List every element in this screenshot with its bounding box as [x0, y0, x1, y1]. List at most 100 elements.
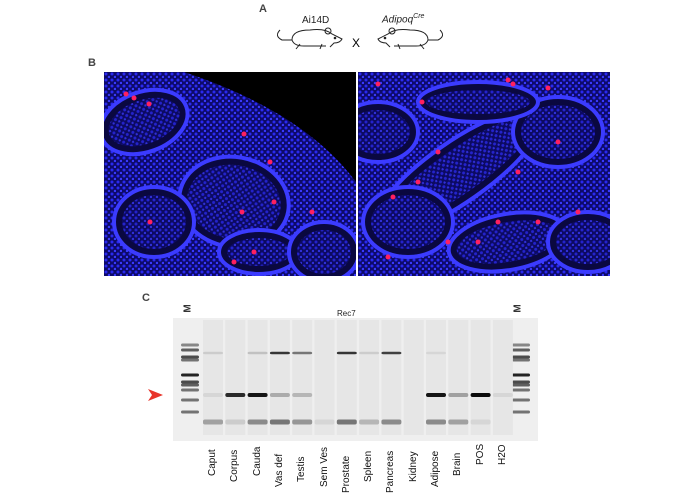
- band-middle: [203, 393, 223, 397]
- mouse-right-icon: [377, 27, 444, 50]
- adipoq-cre-label: AdipoqCre: [382, 13, 424, 25]
- tdtomato-cell: [535, 219, 541, 225]
- ladder-band: [512, 398, 530, 402]
- band-middle: [426, 393, 446, 397]
- tdtomato-cell: [575, 209, 581, 215]
- ladder-band: [181, 383, 199, 387]
- band-middle: [247, 393, 268, 397]
- tdtomato-cell: [147, 219, 153, 225]
- tdtomato-cell: [267, 159, 273, 165]
- band-lower: [336, 419, 357, 425]
- band-upper: [426, 351, 446, 355]
- tubule-lumen-cells: [108, 97, 180, 147]
- tdtomato-cell: [415, 179, 421, 185]
- lane-label: Testis: [296, 456, 308, 482]
- tubule-lumen-cells: [426, 90, 530, 114]
- band-upper: [292, 351, 313, 355]
- lane-label: Kidney: [407, 451, 419, 482]
- band-lower: [247, 419, 268, 425]
- tdtomato-cell: [515, 169, 521, 175]
- tubule-lumen-cells: [187, 164, 281, 240]
- band-middle: [292, 393, 313, 397]
- tubule-lumen-cells: [358, 110, 410, 154]
- lane-brain: [448, 320, 469, 435]
- lane-label: Pancreas: [385, 450, 397, 493]
- panel-c-label: C: [142, 292, 150, 304]
- ladder-band: [181, 373, 199, 377]
- lane-label: Vas def: [273, 454, 285, 488]
- lane-label: Cauda: [251, 446, 263, 476]
- tdtomato-cell: [555, 139, 561, 145]
- band-upper: [203, 351, 223, 355]
- tdtomato-cell: [419, 99, 425, 105]
- ai14d-label: Ai14D: [302, 15, 330, 26]
- mouse-left-icon: [276, 27, 343, 50]
- lane-vas-def: [269, 320, 290, 435]
- panel-a-label: A: [259, 3, 267, 15]
- lane-adipose: [426, 320, 446, 435]
- mouse-cross-diagram: X: [276, 27, 444, 50]
- lane-caput: [203, 320, 223, 435]
- gel-image: [173, 318, 538, 441]
- tdtomato-cell: [385, 254, 391, 260]
- tdtomato-cell: [510, 81, 516, 87]
- lane-spleen: [359, 320, 380, 435]
- band-lower: [203, 419, 223, 425]
- ladder-band: [181, 348, 199, 352]
- ladder-band: [512, 383, 530, 387]
- tdtomato-cell: [475, 239, 481, 245]
- tdtomato-cell: [445, 239, 451, 245]
- lane-label: Prostate: [340, 455, 352, 493]
- lane-label: Adipose: [430, 451, 441, 488]
- cross-symbol: X: [352, 36, 360, 50]
- marker-label-left: M: [182, 304, 194, 313]
- lane-kidney: [403, 320, 424, 435]
- ladder-band: [181, 410, 199, 414]
- ladder-band: [512, 380, 530, 384]
- tdtomato-cell: [505, 77, 511, 83]
- marker-label-right: M: [512, 304, 524, 313]
- ladder-band: [181, 343, 199, 347]
- micrograph-right: [358, 72, 610, 276]
- tdtomato-cell: [271, 199, 277, 205]
- band-lower: [292, 419, 313, 425]
- ladder-band: [181, 398, 199, 402]
- lane-label: Spleen: [363, 450, 375, 482]
- lane-corpus: [225, 320, 246, 435]
- tubule-lumen-cells: [122, 195, 186, 249]
- tdtomato-cell: [123, 91, 129, 97]
- band-lower: [269, 419, 290, 425]
- red-arrowhead-icon: [148, 389, 163, 401]
- ladder-band: [512, 348, 530, 352]
- dark-region: [184, 72, 356, 182]
- tdtomato-cell: [495, 219, 501, 225]
- lane-testis: [292, 320, 313, 435]
- lane-prostate: [336, 320, 357, 435]
- band-middle: [225, 393, 246, 397]
- lane-sem-ves: [314, 320, 335, 435]
- band-upper: [336, 351, 357, 355]
- band-upper: [359, 351, 380, 355]
- ladder-band: [512, 410, 530, 414]
- tdtomato-cell: [131, 95, 137, 101]
- lane-h2o: [492, 320, 513, 435]
- ladder-band: [512, 343, 530, 347]
- micrograph-left: [104, 72, 356, 276]
- lane-label: Corpus: [229, 449, 241, 482]
- lane-label: Sem Ves: [318, 447, 330, 488]
- band-upper: [247, 351, 268, 355]
- band-upper: [381, 351, 402, 355]
- tubule-lumen-cells: [297, 230, 351, 274]
- band-middle: [269, 393, 290, 397]
- band-lower: [426, 419, 446, 425]
- ladder-band: [181, 380, 199, 384]
- tubule-lumen-cells: [556, 220, 610, 264]
- band-middle: [470, 393, 491, 397]
- tdtomato-cell: [309, 209, 315, 215]
- ladder-band: [181, 355, 199, 359]
- panel-b-label: B: [88, 57, 96, 69]
- band-middle: [448, 393, 469, 397]
- ladder-band: [181, 388, 199, 392]
- band-lower: [359, 419, 380, 425]
- tdtomato-cell: [239, 209, 245, 215]
